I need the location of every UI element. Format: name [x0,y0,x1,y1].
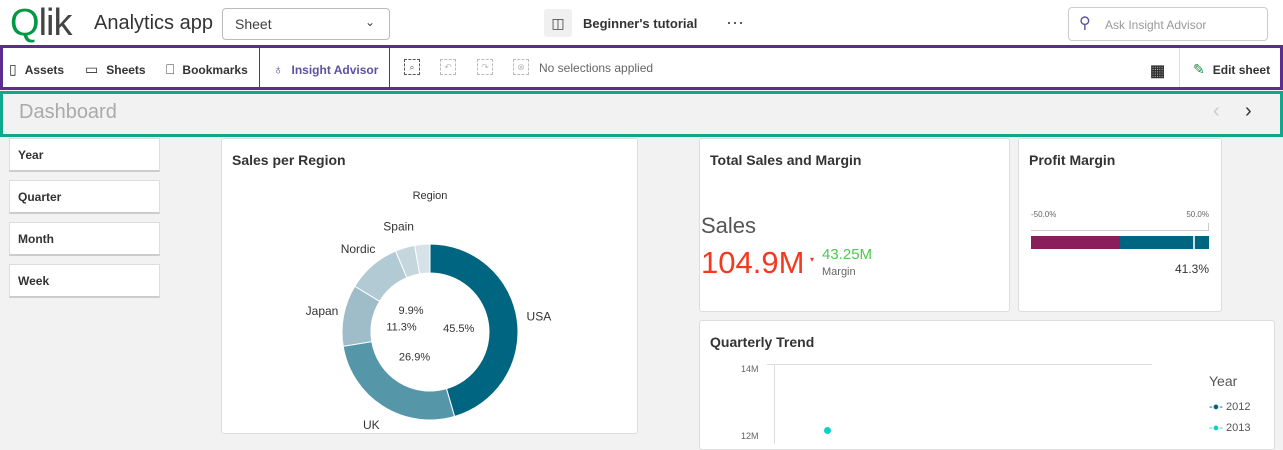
insight-advisor-button[interactable]: ♁ Insight Advisor [273,61,378,77]
toolbar: ▯ Assets ▭ Sheets ⎕ Bookmarks ♁ Insight Advi… [0,45,1283,90]
filter-week[interactable]: Week [9,264,160,298]
legend-title: Year [1209,373,1238,389]
chart-title: Quarterly Trend [710,334,815,350]
edit-sheet-label: Edit sheet [1212,63,1271,77]
kpi-secondary-label: Margin [822,266,856,278]
legend-label: 2013 [1226,422,1251,434]
divider [1179,48,1180,87]
profit-margin-gauge[interactable]: Profit Margin -50.0% 50.0% 41.3% [1018,138,1222,312]
sales-per-region-chart[interactable]: Sales per Region Region 45.5% USA 26.9% UK 1… [221,138,638,434]
donut-slice[interactable] [414,243,431,275]
gauge-max-label: 50.0% [1186,210,1209,219]
quarterly-trend-chart[interactable]: Quarterly Trend 14M 12M Year -●- 2012 -●… [699,320,1275,450]
bookmark-icon: ⎕ [166,61,175,77]
slice-name-label: UK [363,418,380,432]
bookmarks-button[interactable]: ⎕ Bookmarks [166,61,248,78]
sheets-icon: ▭ [85,61,99,77]
next-sheet-button[interactable]: › [1245,100,1252,122]
donut-chart: Region 45.5% USA 26.9% UK 11.3% Japan 9.9% Nord… [306,190,552,432]
sheets-label: Sheets [106,63,146,77]
gauge-min-label: -50.0% [1031,210,1057,219]
donut-slice[interactable] [429,243,519,418]
legend-item-2013[interactable]: -●- 2013 [1209,422,1251,434]
more-menu-button[interactable]: ··· [726,12,744,32]
sheet-title: Dashboard [19,101,117,123]
chevron-down-icon: ⌄ [364,15,375,29]
gauge-value-marker [1192,236,1195,249]
kpi-secondary-value: 43.25M [822,246,873,263]
top-bar: Qlik Analytics app Sheet ⌄ ◫ Beginner's t… [0,0,1283,46]
chart-title: Sales per Region [232,152,346,168]
assets-label: Assets [24,63,65,77]
data-point[interactable] [824,427,831,434]
gauge-value-bar [1120,236,1209,249]
lightbulb-icon: ♁ [273,61,284,77]
legend-title: Region [413,190,448,202]
slice-value-label: 9.9% [398,305,423,317]
slice-value-label: 11.3% [386,321,417,333]
ask-placeholder: Ask Insight Advisor [1105,18,1207,32]
gauge-axis [1031,223,1209,231]
slice-value-label: 45.5% [443,323,474,335]
smart-search-icon[interactable]: ⌕ [404,59,420,75]
tutorial-title[interactable]: Beginner's tutorial [583,16,698,31]
gauge-value-label: 41.3% [1174,262,1209,276]
legend-marker-icon: -●- [1209,422,1223,434]
kpi-main-label: Sales [701,213,757,238]
grid-layout-icon[interactable]: ▦ [1150,63,1166,80]
filter-quarter[interactable]: Quarter [9,180,160,214]
pencil-icon: ✎ [1193,61,1205,77]
kpi-main-value: 104.9M [701,245,805,280]
step-forward-icon[interactable]: ↷ [477,59,493,75]
slice-name-label: Nordic [341,242,376,256]
y-axis [774,364,775,444]
divider [389,48,390,87]
selections-status: No selections applied [539,61,654,75]
kpi-total-sales-margin[interactable]: Total Sales and Margin Sales 104.9M ▾ 43… [699,138,1010,312]
bookmarks-label: Bookmarks [182,63,248,77]
sheet-dropdown-value: Sheet [235,16,272,32]
filter-year[interactable]: Year [9,138,160,172]
app-title: Analytics app [94,12,213,34]
slice-name-label: USA [527,310,552,324]
assets-button[interactable]: ▯ Assets [9,61,64,78]
sheet-dropdown[interactable]: Sheet ⌄ [222,8,390,40]
slice-name-label: Spain [383,220,414,234]
assets-panel-icon: ▯ [9,61,17,77]
slice-name-label: Japan [306,304,339,318]
slice-value-label: 26.9% [399,352,430,364]
search-icon: ⚲ [1079,15,1091,32]
edit-sheet-button[interactable]: ✎ Edit sheet [1193,61,1270,78]
legend-label: 2012 [1226,401,1251,413]
filter-month[interactable]: Month [9,222,160,256]
legend-marker-icon: -●- [1209,401,1223,413]
tutorial-icon[interactable]: ◫ [544,9,572,37]
qlik-logo[interactable]: Qlik [10,2,72,44]
trend-down-icon: ▾ [810,255,815,264]
legend-item-2012[interactable]: -●- 2012 [1209,401,1251,413]
chart-title: Total Sales and Margin [710,152,862,168]
gauge-negative-band [1031,236,1120,249]
step-back-icon[interactable]: ↶ [440,59,456,75]
previous-sheet-button[interactable]: ‹ [1213,100,1220,122]
divider [259,48,260,87]
insight-advisor-label: Insight Advisor [291,63,379,77]
sheet-title-bar: Dashboard ‹ › [0,91,1283,137]
gridline [767,364,1152,365]
ask-insight-advisor-input[interactable]: ⚲ Ask Insight Advisor [1068,7,1268,41]
clear-selections-icon[interactable]: ⊗ [513,59,529,75]
y-tick: 14M [741,364,759,374]
chart-title: Profit Margin [1029,152,1116,168]
y-tick: 12M [741,431,759,441]
sheets-button[interactable]: ▭ Sheets [85,61,146,78]
